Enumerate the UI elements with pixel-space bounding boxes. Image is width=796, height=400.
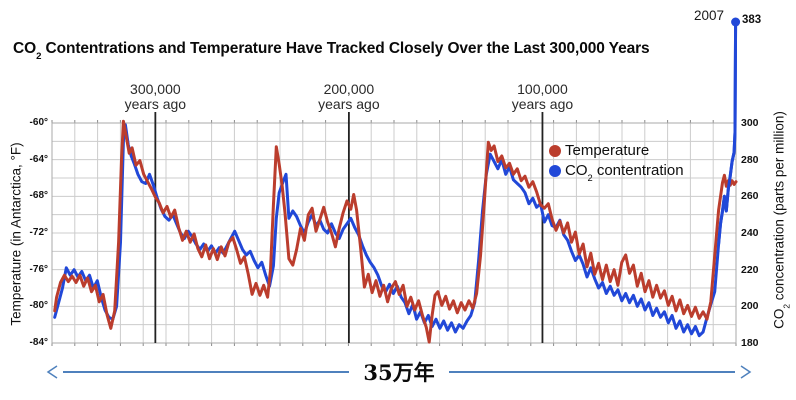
marker-300k-line2: years ago [124, 96, 187, 112]
right-axis-tick: 200 [741, 300, 759, 313]
arrow-line-left [63, 371, 350, 373]
legend-item-temperature: Temperature [549, 142, 684, 159]
left-axis-tick: -84° [29, 337, 48, 348]
marker-300k-line1: 300,000 [130, 81, 181, 97]
left-axis-tick: -60° [29, 117, 48, 128]
legend-co2-pre: CO [565, 162, 588, 179]
co2-modern-spike [717, 20, 738, 246]
marker-label-200k: 200,000 years ago [294, 82, 404, 112]
temperature-series-swatch [549, 144, 561, 157]
marker-100k-line2: years ago [511, 96, 574, 112]
title-rest: Contentrations and Temperature Have Trac… [41, 40, 650, 57]
legend-co2-rest: contentration [592, 162, 684, 179]
right-axis-tick: 300 [741, 117, 759, 129]
right-axis-tick: 260 [741, 190, 759, 203]
right-axis-title-subscript: 2 [781, 303, 792, 309]
plot-border [51, 122, 737, 344]
left-axis-tick: -76° [29, 263, 48, 275]
right-axis-tick: 280 [741, 153, 759, 166]
co2-curve [53, 20, 738, 338]
right-axis-title: CO2 concentration (parts per million) [772, 111, 792, 329]
right-axis-tick: 220 [741, 263, 759, 276]
annotation-co2-value-label: 383 [742, 14, 762, 26]
marker-label-300k: 300,000 years ago [100, 82, 210, 112]
legend-item-co2: CO2 contentration [549, 162, 684, 183]
timespan-arrow: 35万年 [46, 360, 752, 385]
legend-temperature-label: Temperature [565, 142, 650, 159]
legend-co2-subscript: 2 [587, 173, 593, 184]
co2-2007-dot [731, 17, 741, 27]
timespan-label: 35万年 [363, 360, 435, 385]
left-axis-tick: -80° [29, 300, 48, 312]
title-co2-subscript: 2 [36, 51, 42, 63]
left-axis-tick: -64° [29, 153, 48, 165]
co2-series-swatch [549, 164, 561, 177]
legend-co2-label: CO2 contentration [565, 162, 684, 183]
left-axis-tick: -68° [29, 190, 48, 202]
temperature-curve [53, 119, 738, 344]
left-axis-tick: -72° [29, 227, 48, 238]
legend: Temperature CO2 contentration [549, 142, 684, 183]
marker-label-100k: 100,000 years ago [487, 82, 597, 112]
arrow-right-head-icon [740, 365, 752, 379]
arrow-left-head-icon [46, 365, 58, 379]
right-axis-tick: 180 [741, 337, 759, 349]
chart-title: CO2 Contentrations and Temperature Have … [13, 40, 650, 62]
marker-200k-line2: years ago [318, 96, 380, 112]
arrow-line-right [448, 371, 736, 373]
marker-100k-line1: 100,000 [517, 81, 568, 97]
annotation-year-label: 2007 [693, 8, 724, 23]
title-co: CO [13, 40, 37, 57]
right-axis-tick: 240 [741, 227, 759, 239]
marker-200k-line1: 200,000 [323, 81, 375, 97]
